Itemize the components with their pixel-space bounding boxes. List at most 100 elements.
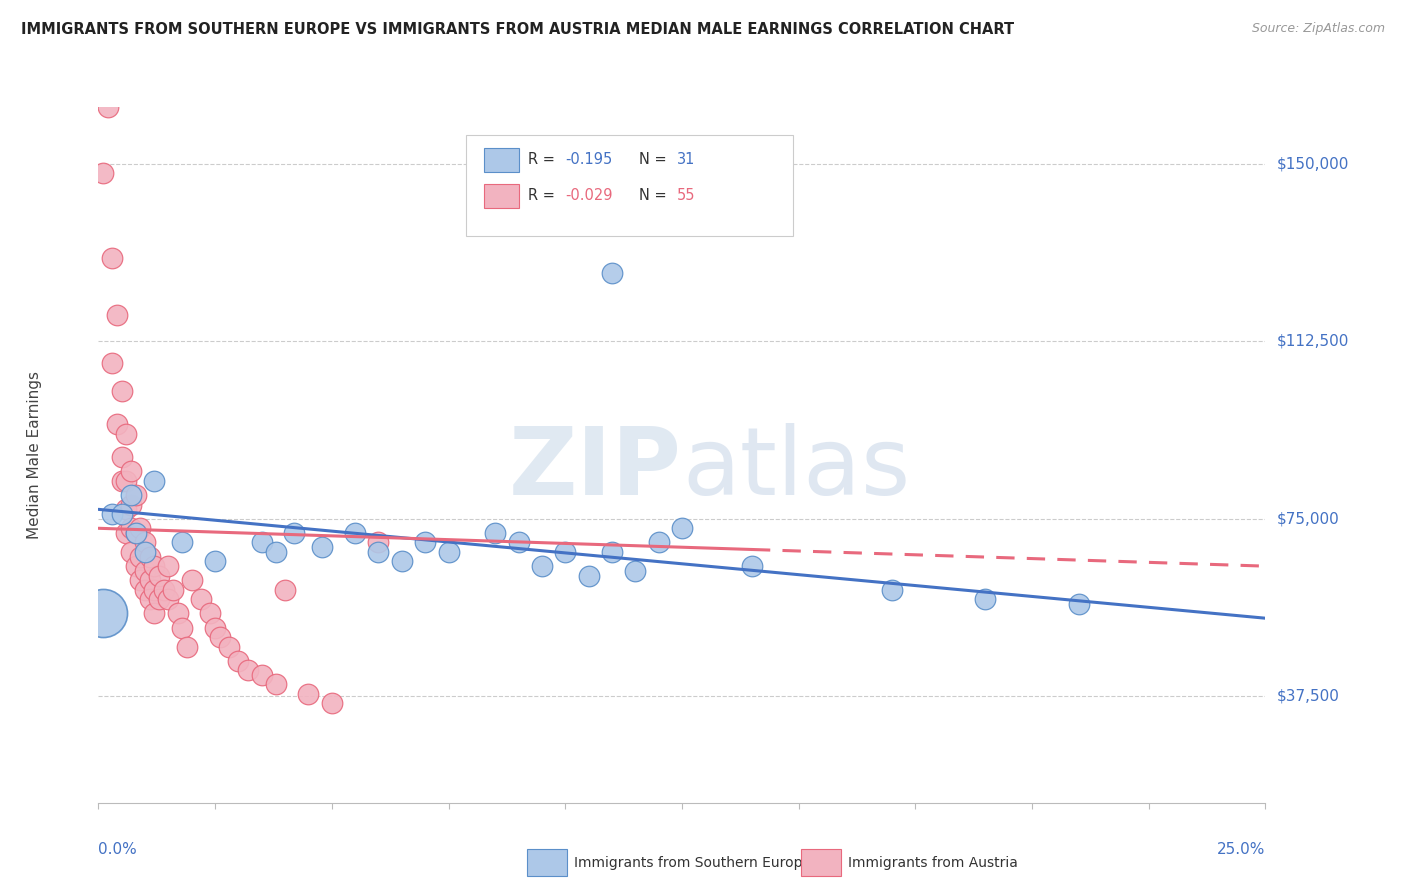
Text: $150,000: $150,000	[1277, 156, 1348, 171]
Point	[554, 545, 576, 559]
Point	[129, 549, 152, 564]
Point	[152, 582, 174, 597]
Point	[741, 559, 763, 574]
Point	[143, 607, 166, 621]
Point	[974, 592, 997, 607]
Point	[139, 592, 162, 607]
FancyBboxPatch shape	[484, 148, 519, 172]
Point	[157, 559, 180, 574]
Point	[111, 507, 134, 521]
Point	[125, 488, 148, 502]
Point	[172, 621, 194, 635]
Point	[172, 535, 194, 549]
Point	[264, 677, 287, 691]
Point	[484, 526, 506, 541]
Point	[311, 540, 333, 554]
Point	[101, 356, 124, 370]
Point	[134, 545, 156, 559]
Point	[134, 582, 156, 597]
Point	[111, 474, 134, 488]
Point	[367, 545, 389, 559]
Point	[508, 535, 530, 549]
Point	[162, 582, 184, 597]
Point	[139, 549, 162, 564]
Point	[600, 545, 623, 559]
Text: $75,000: $75,000	[1277, 511, 1340, 526]
Point	[115, 426, 138, 441]
Point	[120, 545, 142, 559]
Point	[91, 166, 114, 180]
Point	[176, 640, 198, 654]
Point	[204, 621, 226, 635]
Point	[101, 507, 124, 521]
Point	[600, 266, 623, 280]
Point	[120, 498, 142, 512]
Point	[1067, 597, 1090, 611]
Text: 55: 55	[678, 188, 696, 202]
Point	[125, 559, 148, 574]
Text: IMMIGRANTS FROM SOUTHERN EUROPE VS IMMIGRANTS FROM AUSTRIA MEDIAN MALE EARNINGS : IMMIGRANTS FROM SOUTHERN EUROPE VS IMMIG…	[21, 22, 1014, 37]
Text: N =: N =	[638, 188, 671, 202]
Point	[180, 574, 202, 588]
Point	[204, 554, 226, 568]
Text: 31: 31	[678, 152, 696, 167]
Point	[200, 607, 222, 621]
Text: Immigrants from Southern Europe: Immigrants from Southern Europe	[574, 855, 811, 870]
Text: $37,500: $37,500	[1277, 689, 1340, 704]
Text: Immigrants from Austria: Immigrants from Austria	[848, 855, 1018, 870]
Point	[880, 582, 903, 597]
Text: 0.0%: 0.0%	[98, 842, 138, 856]
Point	[250, 668, 273, 682]
Point	[413, 535, 436, 549]
Text: 25.0%: 25.0%	[1218, 842, 1265, 856]
Point	[166, 607, 188, 621]
Point	[115, 526, 138, 541]
Point	[530, 559, 553, 574]
Text: R =: R =	[527, 188, 560, 202]
Point	[143, 474, 166, 488]
Point	[283, 526, 305, 541]
Point	[97, 100, 120, 114]
Point	[105, 308, 128, 322]
Text: Source: ZipAtlas.com: Source: ZipAtlas.com	[1251, 22, 1385, 36]
Point	[624, 564, 647, 578]
Point	[115, 474, 138, 488]
Point	[120, 465, 142, 479]
Point	[236, 663, 259, 677]
Point	[274, 582, 297, 597]
FancyBboxPatch shape	[465, 135, 793, 235]
Point	[120, 488, 142, 502]
Text: N =: N =	[638, 152, 671, 167]
Text: -0.195: -0.195	[565, 152, 613, 167]
Text: ZIP: ZIP	[509, 423, 682, 515]
Text: R =: R =	[527, 152, 560, 167]
Point	[120, 521, 142, 535]
Text: Median Male Earnings: Median Male Earnings	[27, 371, 42, 539]
Point	[129, 521, 152, 535]
Point	[111, 384, 134, 398]
Point	[143, 582, 166, 597]
Point	[148, 592, 170, 607]
Point	[125, 526, 148, 541]
Point	[139, 574, 162, 588]
Point	[91, 607, 114, 621]
Text: -0.029: -0.029	[565, 188, 613, 202]
Point	[125, 526, 148, 541]
Point	[344, 526, 367, 541]
Text: atlas: atlas	[682, 423, 910, 515]
Point	[297, 687, 319, 701]
Point	[115, 502, 138, 516]
Point	[250, 535, 273, 549]
Point	[264, 545, 287, 559]
Point	[671, 521, 693, 535]
Point	[134, 564, 156, 578]
Point	[190, 592, 212, 607]
Point	[101, 252, 124, 266]
Point	[367, 535, 389, 549]
Point	[129, 574, 152, 588]
Point	[578, 568, 600, 582]
Point	[437, 545, 460, 559]
Point	[391, 554, 413, 568]
Point	[218, 640, 240, 654]
Point	[157, 592, 180, 607]
